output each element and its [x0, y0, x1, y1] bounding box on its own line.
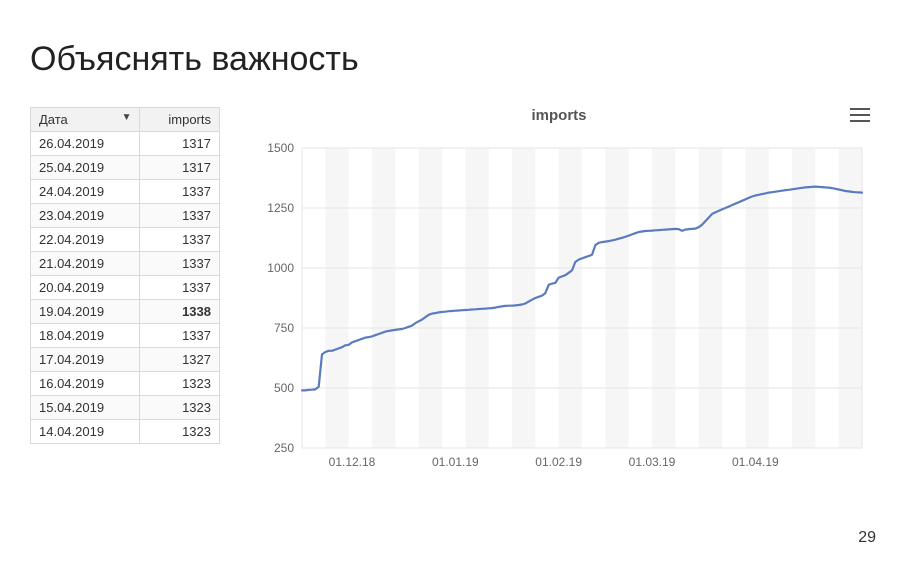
cell-imports: 1327 — [140, 348, 220, 372]
cell-imports: 1337 — [140, 324, 220, 348]
table-row: 14.04.20191323 — [31, 420, 220, 444]
cell-date: 23.04.2019 — [31, 204, 140, 228]
col-imports-label: imports — [168, 112, 211, 127]
cell-imports: 1323 — [140, 420, 220, 444]
cell-date: 16.04.2019 — [31, 372, 140, 396]
cell-date: 19.04.2019 — [31, 300, 140, 324]
svg-text:500: 500 — [274, 381, 294, 395]
table-col-date[interactable]: Дата ▼ — [31, 108, 140, 132]
svg-text:01.01.19: 01.01.19 — [432, 455, 479, 468]
svg-text:01.02.19: 01.02.19 — [535, 455, 582, 468]
cell-imports: 1337 — [140, 204, 220, 228]
imports-table: Дата ▼ imports 26.04.2019131725.04.20191… — [30, 107, 220, 444]
cell-date: 14.04.2019 — [31, 420, 140, 444]
page-title: Объяснять важность — [30, 40, 870, 79]
table-row: 20.04.20191337 — [31, 276, 220, 300]
cell-date: 18.04.2019 — [31, 324, 140, 348]
imports-line-chart: 250 500 750 1000 1250 1500 01.12.18 01.01.19 01.… — [248, 128, 868, 468]
cell-imports: 1337 — [140, 180, 220, 204]
table-row: 17.04.20191327 — [31, 348, 220, 372]
table-header-row: Дата ▼ imports — [31, 108, 220, 132]
table-row: 26.04.20191317 — [31, 132, 220, 156]
table-row: 16.04.20191323 — [31, 372, 220, 396]
cell-date: 26.04.2019 — [31, 132, 140, 156]
cell-date: 15.04.2019 — [31, 396, 140, 420]
chart-menu-button[interactable] — [850, 107, 870, 123]
slide: Объяснять важность Дата ▼ imports 26.04.… — [0, 0, 900, 563]
cell-imports: 1338 — [140, 300, 220, 324]
svg-text:1000: 1000 — [267, 261, 294, 275]
cell-imports: 1337 — [140, 252, 220, 276]
content-area: Дата ▼ imports 26.04.2019131725.04.20191… — [30, 107, 870, 473]
cell-date: 20.04.2019 — [31, 276, 140, 300]
cell-date: 17.04.2019 — [31, 348, 140, 372]
svg-text:01.03.19: 01.03.19 — [629, 455, 676, 468]
svg-text:1250: 1250 — [267, 201, 294, 215]
table-row: 22.04.20191337 — [31, 228, 220, 252]
svg-text:1500: 1500 — [267, 141, 294, 155]
page-number: 29 — [858, 529, 876, 547]
svg-text:750: 750 — [274, 321, 294, 335]
table-row: 19.04.20191338 — [31, 300, 220, 324]
cell-date: 21.04.2019 — [31, 252, 140, 276]
svg-text:01.12.18: 01.12.18 — [329, 455, 376, 468]
cell-date: 22.04.2019 — [31, 228, 140, 252]
cell-imports: 1317 — [140, 156, 220, 180]
table-row: 24.04.20191337 — [31, 180, 220, 204]
table-row: 23.04.20191337 — [31, 204, 220, 228]
table-row: 15.04.20191323 — [31, 396, 220, 420]
sort-desc-icon: ▼ — [122, 112, 132, 123]
cell-date: 25.04.2019 — [31, 156, 140, 180]
hamburger-icon — [850, 107, 870, 123]
cell-imports: 1317 — [140, 132, 220, 156]
table-body: 26.04.2019131725.04.2019131724.04.201913… — [31, 132, 220, 444]
cell-imports: 1323 — [140, 372, 220, 396]
cell-date: 24.04.2019 — [31, 180, 140, 204]
col-date-label: Дата — [39, 112, 68, 127]
table-row: 21.04.20191337 — [31, 252, 220, 276]
chart-title: imports — [248, 107, 870, 124]
cell-imports: 1337 — [140, 228, 220, 252]
cell-imports: 1323 — [140, 396, 220, 420]
svg-text:01.04.19: 01.04.19 — [732, 455, 779, 468]
chart-container: imports 250 500 750 1000 1250 1500 01.12.18 01.… — [248, 107, 870, 473]
table-row: 18.04.20191337 — [31, 324, 220, 348]
svg-text:250: 250 — [274, 441, 294, 455]
table-col-imports[interactable]: imports — [140, 108, 220, 132]
table-row: 25.04.20191317 — [31, 156, 220, 180]
cell-imports: 1337 — [140, 276, 220, 300]
